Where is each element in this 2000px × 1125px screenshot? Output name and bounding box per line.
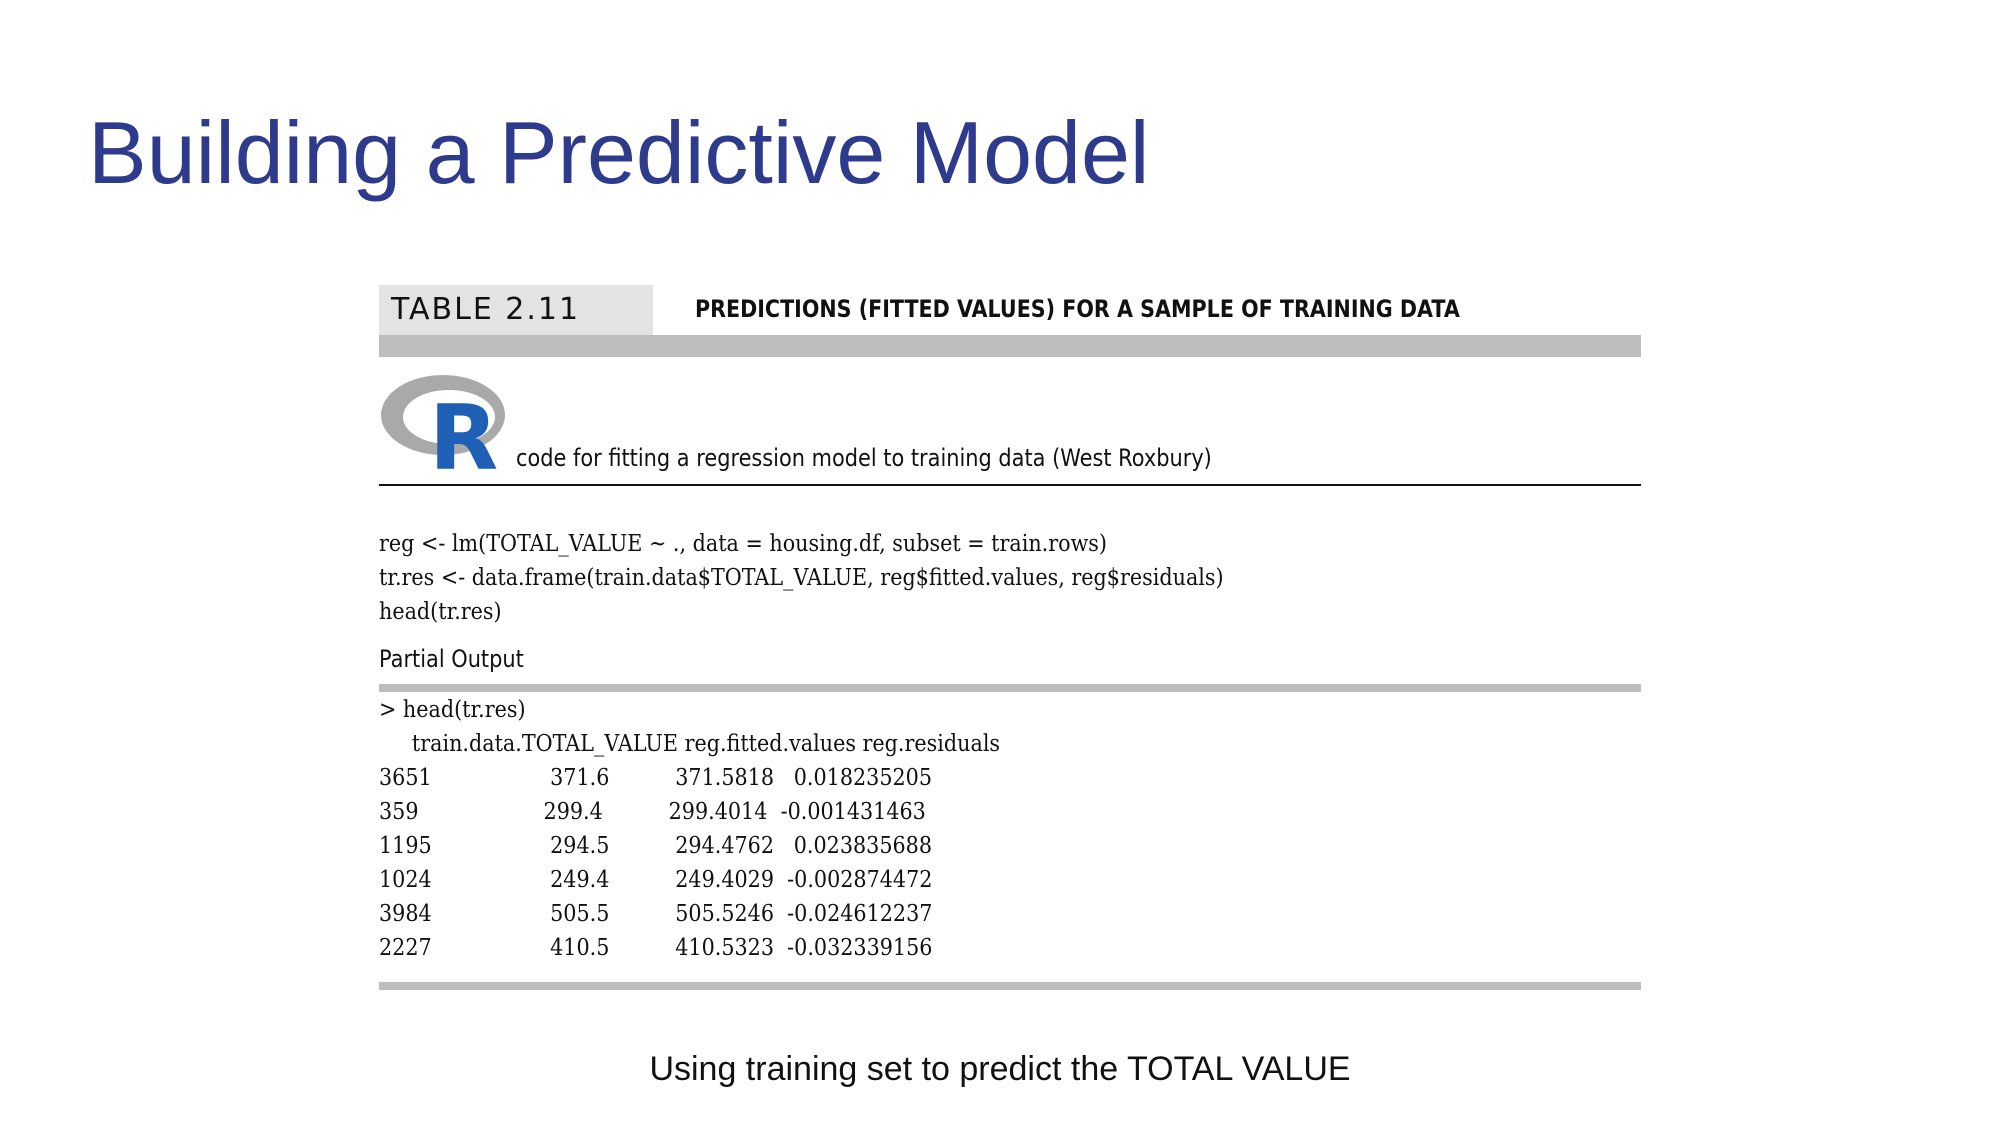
row-id: 359: [379, 799, 419, 825]
slide-caption: Using training set to predict the TOTAL …: [649, 1050, 1351, 1088]
residual-cell: 0.023835688: [793, 833, 933, 859]
slide-title: Building a Predictive Model: [88, 103, 1150, 202]
residual-cell: -0.024612237: [787, 901, 933, 927]
fitted-value-cell: 294.4762: [675, 833, 775, 859]
output-command: > head(tr.res): [379, 697, 526, 723]
output-top-bar: [379, 684, 1641, 692]
output-header: reg.residuals: [862, 731, 1001, 757]
output-header: train.data.TOTAL_VALUE: [411, 731, 678, 757]
subtitle-rule: [379, 484, 1641, 486]
table-header: TABLE 2.11 PREDICTIONS (FITTED VALUES) F…: [379, 285, 1641, 345]
output-bottom-bar: [379, 982, 1641, 990]
total-value-cell: 249.4: [550, 867, 610, 893]
total-value-cell: 410.5: [550, 935, 610, 961]
total-value-cell: 371.6: [550, 765, 610, 791]
fitted-value-cell: 410.5323: [675, 935, 775, 961]
fitted-value-cell: 505.5246: [675, 901, 775, 927]
fitted-value-cell: 249.4029: [675, 867, 775, 893]
output-header: reg.fitted.values: [684, 731, 856, 757]
r-logo-icon: R: [379, 369, 509, 491]
r-logo-letter: R: [429, 386, 498, 469]
row-id: 2227: [379, 935, 432, 961]
table-number: TABLE 2.11: [379, 285, 653, 335]
total-value-cell: 294.5: [550, 833, 610, 859]
r-code-block: reg <- lm(TOTAL_VALUE ~ ., data = housin…: [379, 527, 1224, 629]
row-id: 3984: [379, 901, 432, 927]
code-line: tr.res <- data.frame(train.data$TOTAL_VA…: [379, 565, 1224, 591]
residual-cell: 0.018235205: [793, 765, 933, 791]
residual-cell: -0.001431463: [780, 799, 926, 825]
total-value-cell: 505.5: [550, 901, 610, 927]
table-caption: PREDICTIONS (FITTED VALUES) FOR A SAMPLE…: [695, 295, 1460, 323]
r-output-block: > head(tr.res) train.data.TOTAL_VALUE re…: [379, 693, 1000, 965]
code-line: head(tr.res): [379, 599, 502, 625]
code-line: reg <- lm(TOTAL_VALUE ~ ., data = housin…: [379, 531, 1108, 557]
row-id: 1024: [379, 867, 432, 893]
residual-cell: -0.032339156: [787, 935, 933, 961]
row-id: 1195: [379, 833, 432, 859]
partial-output-label: Partial Output: [379, 645, 524, 673]
residual-cell: -0.002874472: [787, 867, 933, 893]
fitted-value-cell: 299.4014: [668, 799, 768, 825]
total-value-cell: 299.4: [543, 799, 603, 825]
header-bar: [379, 335, 1641, 357]
row-id: 3651: [379, 765, 432, 791]
fitted-value-cell: 371.5818: [675, 765, 775, 791]
r-code-subtitle: code for fitting a regression model to t…: [516, 444, 1212, 472]
table-figure: TABLE 2.11 PREDICTIONS (FITTED VALUES) F…: [379, 285, 1641, 990]
